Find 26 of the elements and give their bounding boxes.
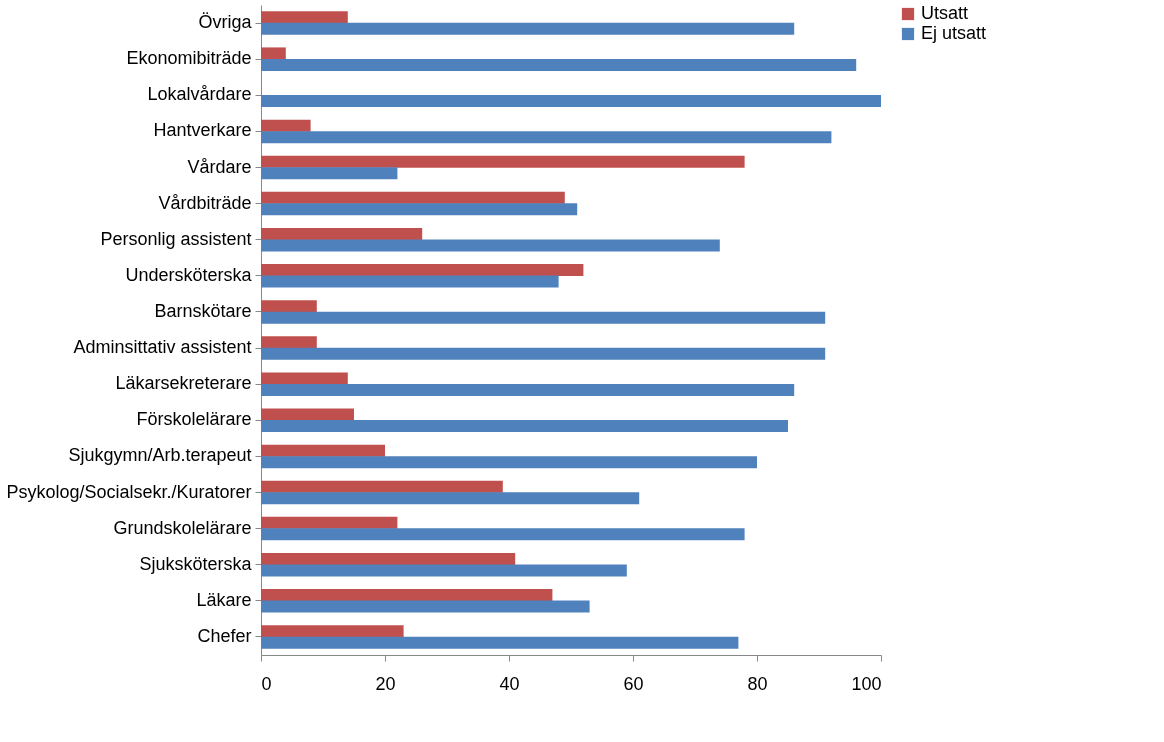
y-tick-label: Barnskötare: [154, 300, 252, 321]
x-tick-label: 0: [261, 673, 272, 694]
y-tick-label: Lokalvårdare: [147, 84, 252, 105]
y-tick-label: Övriga: [198, 12, 253, 33]
y-tick-label: Chefer: [197, 625, 252, 646]
y-tick-label: Vårdbiträde: [158, 192, 252, 213]
y-tick-label: Undersköterska: [125, 264, 253, 285]
y-tick-label: Förskolelärare: [136, 409, 252, 430]
x-tick-label: 60: [623, 673, 644, 694]
y-tick-label: Hantverkare: [153, 120, 252, 141]
x-tick-label: 100: [851, 673, 882, 694]
y-tick-label: Adminsittativ assistent: [73, 337, 252, 358]
legend-label: Utsatt: [921, 3, 969, 23]
x-tick-label: 80: [747, 673, 768, 694]
y-tick-label: Psykolog/Socialsekr./Kuratorer: [6, 481, 252, 502]
x-tick-label: 40: [499, 673, 520, 694]
y-tick-label: Grundskolelärare: [113, 517, 252, 538]
y-tick-label: Vårdare: [187, 156, 252, 177]
x-tick-label: 20: [375, 673, 396, 694]
y-tick-label: Läkare: [196, 589, 252, 610]
y-tick-label: Läkarsekreterare: [115, 373, 252, 394]
y-tick-label: Sjukgymn/Arb.terapeut: [68, 445, 252, 466]
y-tick-label: Sjuksköterska: [139, 553, 253, 574]
y-tick-label: Personlig assistent: [100, 228, 252, 249]
legend-label: Ej utsatt: [921, 23, 987, 43]
y-tick-label: Ekonomibiträde: [126, 48, 252, 69]
